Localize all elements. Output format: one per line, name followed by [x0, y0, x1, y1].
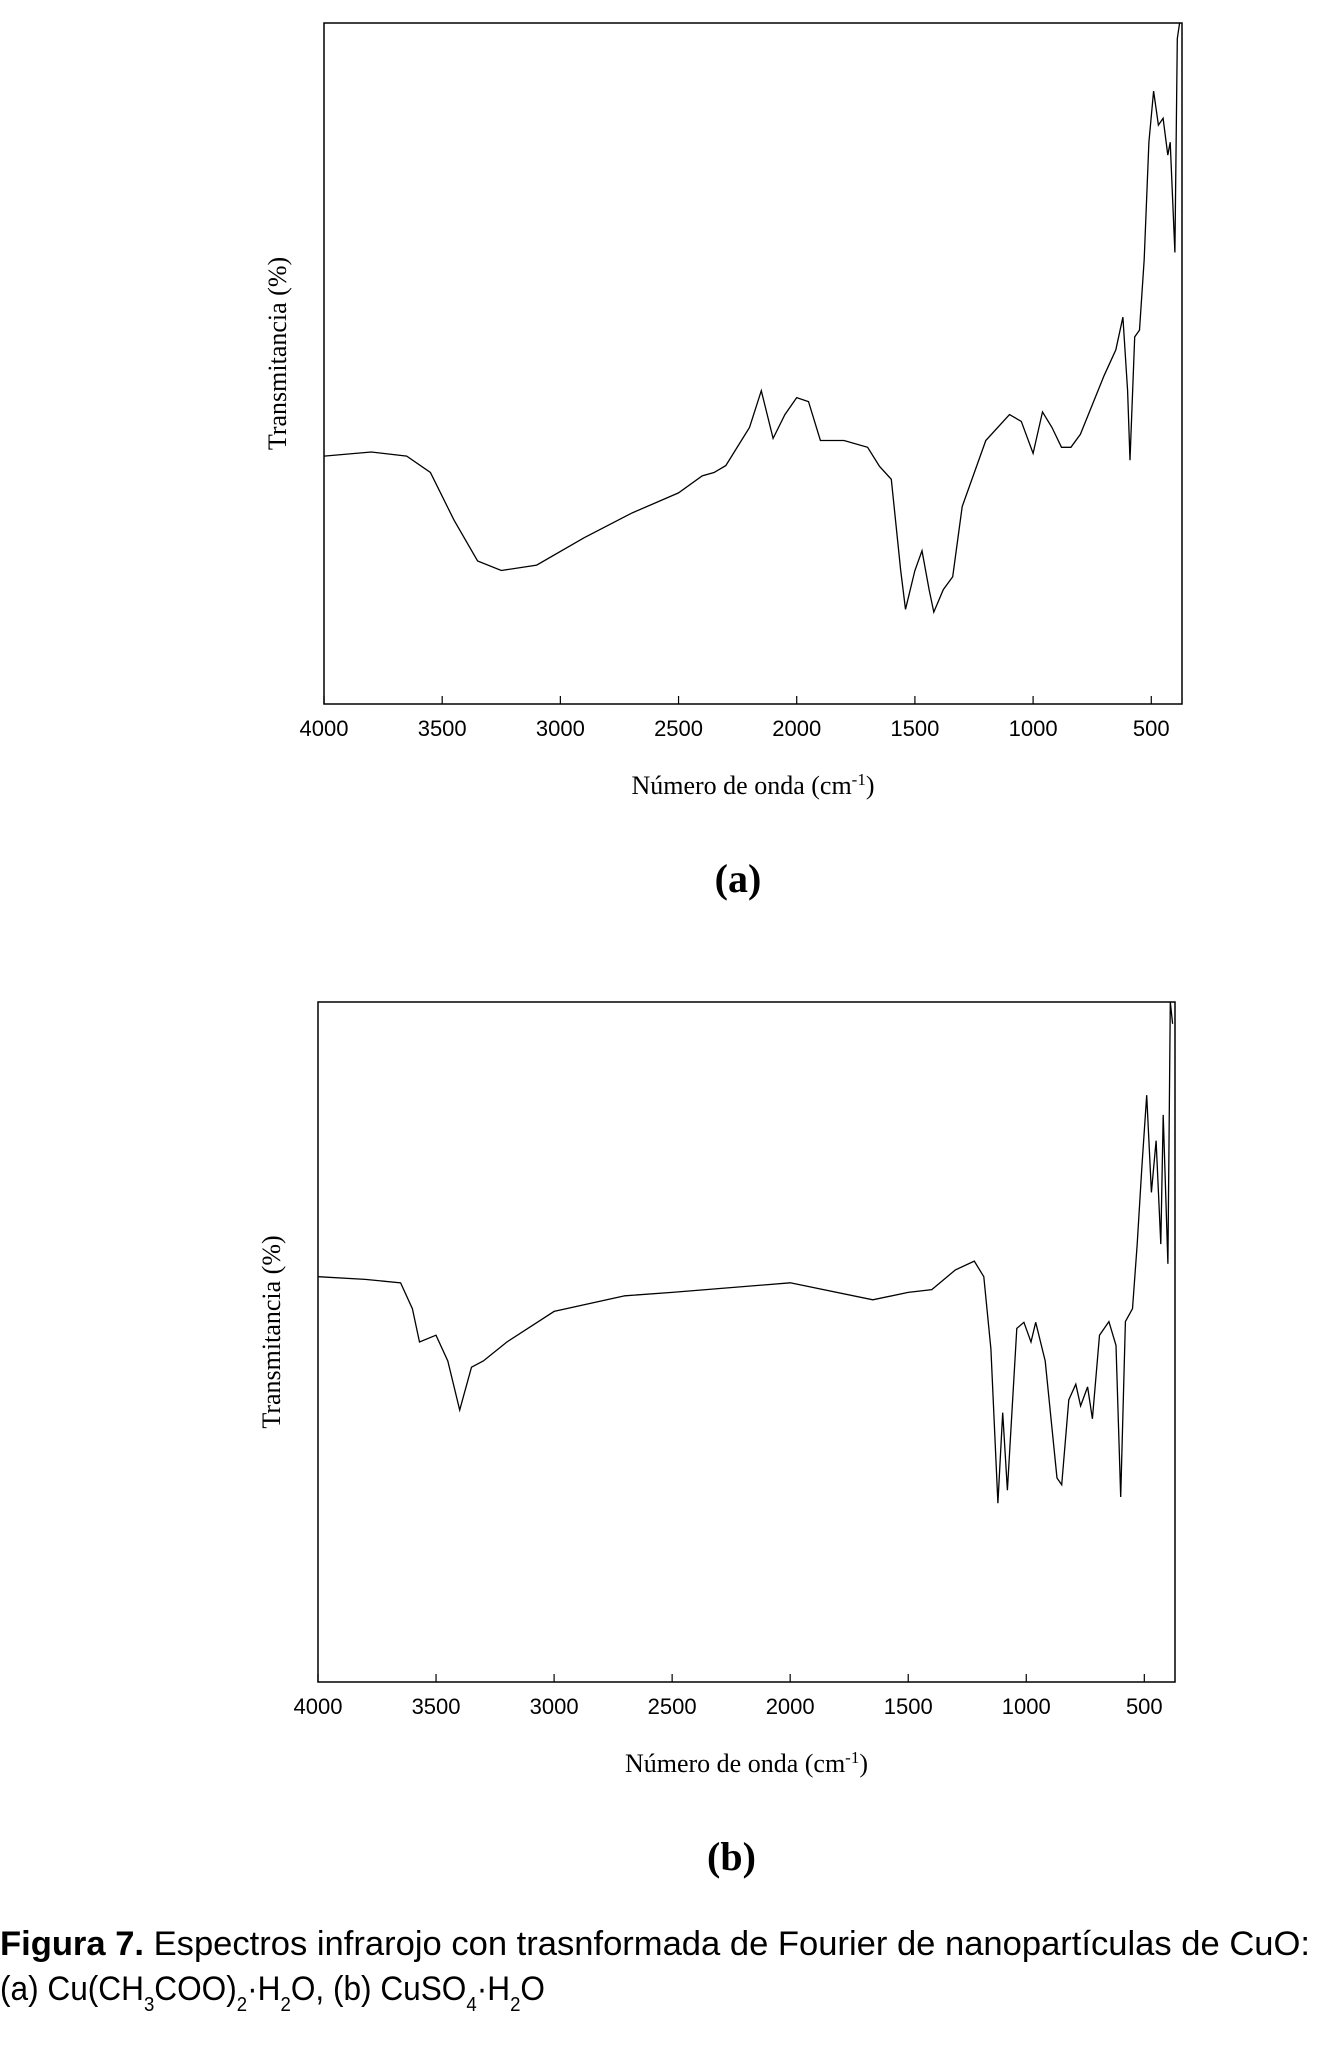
x-tick-label: 3500	[412, 1694, 461, 1719]
x-tick-label: 2000	[772, 716, 821, 741]
caption-text: (a) Cu(CH	[0, 1970, 144, 2008]
spectrum-line	[323, 22, 1181, 615]
x-axis-label-part: Número de onda (cm	[631, 771, 851, 800]
caption-line1: Figura 7. Espectros infrarojo con trasnf…	[0, 1925, 1310, 1963]
x-axis-label-part: Número de onda (cm	[625, 1749, 845, 1778]
x-tick-label: 1500	[890, 716, 939, 741]
caption-subscript: 2	[510, 1994, 520, 2016]
x-tick-label: 2500	[654, 716, 703, 741]
y-axis-label: Transmitancia (%)	[257, 1235, 286, 1428]
caption-subscript: 3	[144, 1994, 154, 2016]
caption-text: ·H	[477, 1970, 510, 2008]
caption-label: Figura 7.	[0, 1925, 144, 1963]
caption-text: O	[520, 1970, 545, 2008]
x-tick-label: 500	[1126, 1694, 1163, 1719]
x-tick-label: 2500	[648, 1694, 697, 1719]
spectrum-line	[317, 1001, 1174, 1504]
caption-text: O, (b) CuSO	[291, 1970, 467, 2008]
x-tick-label: 1000	[1009, 716, 1058, 741]
caption-line2: (a) Cu(CH3COO)2·H2O, (b) CuSO4·H2O	[0, 1970, 545, 2016]
plot-frame	[317, 1001, 1176, 1683]
x-tick-label: 3000	[536, 716, 585, 741]
caption-subscript: 2	[237, 1994, 247, 2016]
x-tick-label: 3000	[530, 1694, 579, 1719]
caption-text: ·H	[247, 1970, 280, 2008]
x-axis-label-part: )	[866, 771, 875, 800]
caption-subscript: 4	[466, 1994, 476, 2016]
panel-label: (b)	[707, 1834, 756, 1879]
x-tick-label: 3500	[418, 716, 467, 741]
x-tick-label: 4000	[300, 716, 349, 741]
caption-text: Espectros infrarojo con trasnformada de …	[154, 1925, 1310, 1963]
x-tick-label: 500	[1133, 716, 1170, 741]
caption-text: COO)	[154, 1970, 237, 2008]
x-axis-label: Número de onda (cm-1)	[625, 1748, 868, 1779]
panel-label: (a)	[715, 856, 762, 901]
caption-subscript: 2	[280, 1994, 290, 2016]
y-axis-label: Transmitancia (%)	[263, 257, 292, 450]
x-tick-label: 1000	[1002, 1694, 1051, 1719]
x-axis-label-part: )	[859, 1749, 868, 1778]
x-axis-label: Número de onda (cm-1)	[631, 770, 874, 801]
x-axis-label-sup: -1	[845, 1748, 859, 1767]
plot-frame	[323, 22, 1183, 705]
x-tick-label: 1500	[884, 1694, 933, 1719]
x-axis-label-sup: -1	[852, 770, 866, 789]
x-tick-label: 4000	[294, 1694, 343, 1719]
x-tick-label: 2000	[766, 1694, 815, 1719]
